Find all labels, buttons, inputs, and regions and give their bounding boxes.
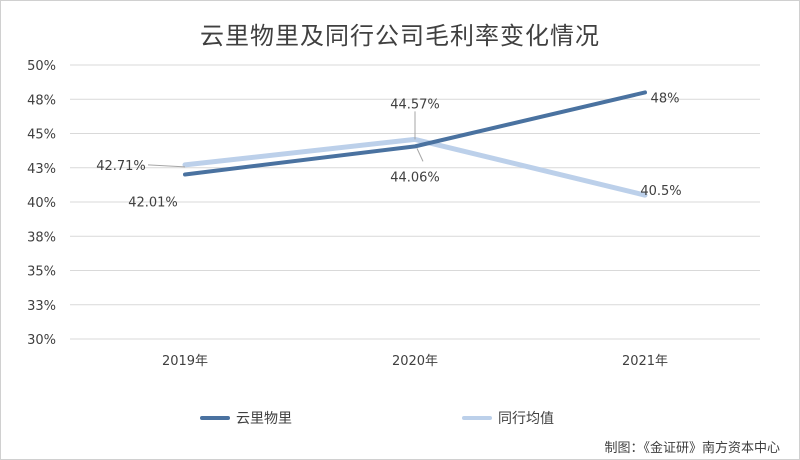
y-tick-label: 40%	[27, 196, 56, 211]
credit-text: 制图：《金证研》南方资本中心	[604, 441, 780, 456]
series-line-1	[183, 90, 647, 177]
y-tick-label: 38%	[27, 230, 56, 245]
leader-line	[147, 164, 186, 168]
data-label: 40.5%	[640, 184, 681, 199]
data-label: 44.06%	[390, 170, 440, 185]
chart-title: 云里物里及同行公司毛利率变化情况	[200, 22, 600, 50]
y-tick-label: 33%	[27, 299, 56, 314]
leader-line	[416, 148, 424, 162]
y-tick-label: 48%	[27, 93, 56, 108]
x-tick-label: 2019年	[162, 354, 208, 369]
data-label: 42.71%	[96, 159, 146, 174]
y-tick-label: 45%	[27, 128, 56, 143]
y-tick-label: 43%	[27, 162, 56, 177]
legend-item-series-2: 同行均值	[462, 408, 554, 428]
data-label: 42.01%	[128, 195, 178, 210]
data-label: 44.57%	[390, 97, 440, 112]
y-tick-label: 50%	[27, 59, 56, 74]
y-tick-label: 30%	[27, 333, 56, 348]
legend-swatch-series-2	[462, 416, 492, 420]
legend-swatch-series-1	[200, 416, 230, 420]
legend-label-series-2: 同行均值	[498, 411, 554, 427]
legend-item-series-1: 云里物里	[200, 408, 292, 428]
legend: 云里物里 同行均值	[0, 408, 800, 428]
x-tick-label: 2020年	[392, 354, 438, 369]
y-tick-label: 35%	[27, 265, 56, 280]
legend-label-series-1: 云里物里	[236, 411, 292, 427]
data-label: 48%	[651, 91, 680, 106]
x-tick-label: 2021年	[622, 354, 668, 369]
